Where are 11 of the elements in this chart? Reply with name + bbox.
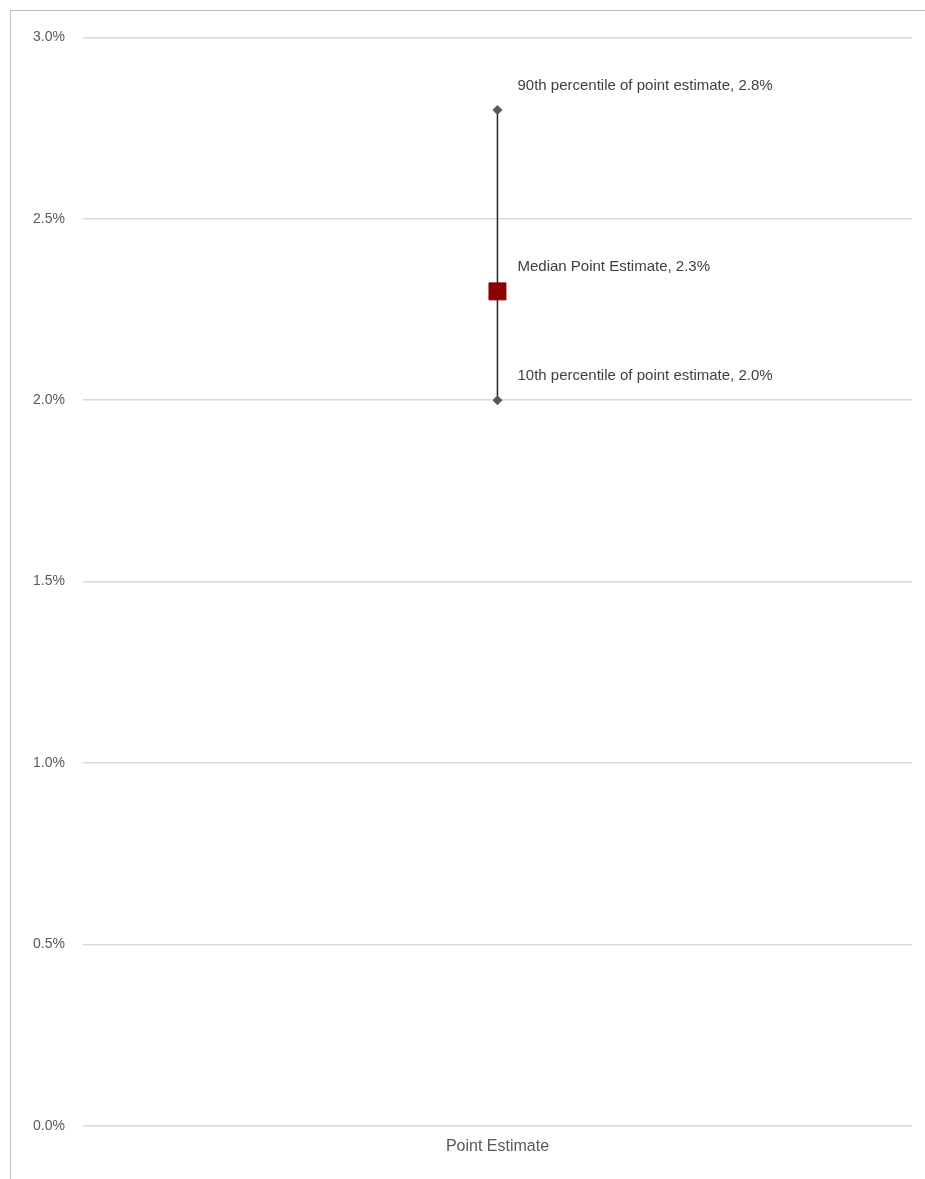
y-tick-label: 0.0% [32,1116,65,1133]
y-tick-label: 3.0% [32,28,65,45]
y-tick-label: 0.5% [32,935,65,952]
y-tick-label: 1.0% [32,753,65,770]
y-tick-label: 2.5% [32,209,65,226]
y-tick-label: 1.5% [32,572,65,589]
annotation: 90th percentile of point estimate, 2.8% [517,75,773,93]
y-tick-label: 2.0% [32,391,65,408]
annotation: Median Point Estimate, 2.3% [517,257,711,275]
annotation: 10th percentile of point estimate, 2.0% [517,366,773,384]
x-tick-label: Point Estimate [445,1136,550,1154]
